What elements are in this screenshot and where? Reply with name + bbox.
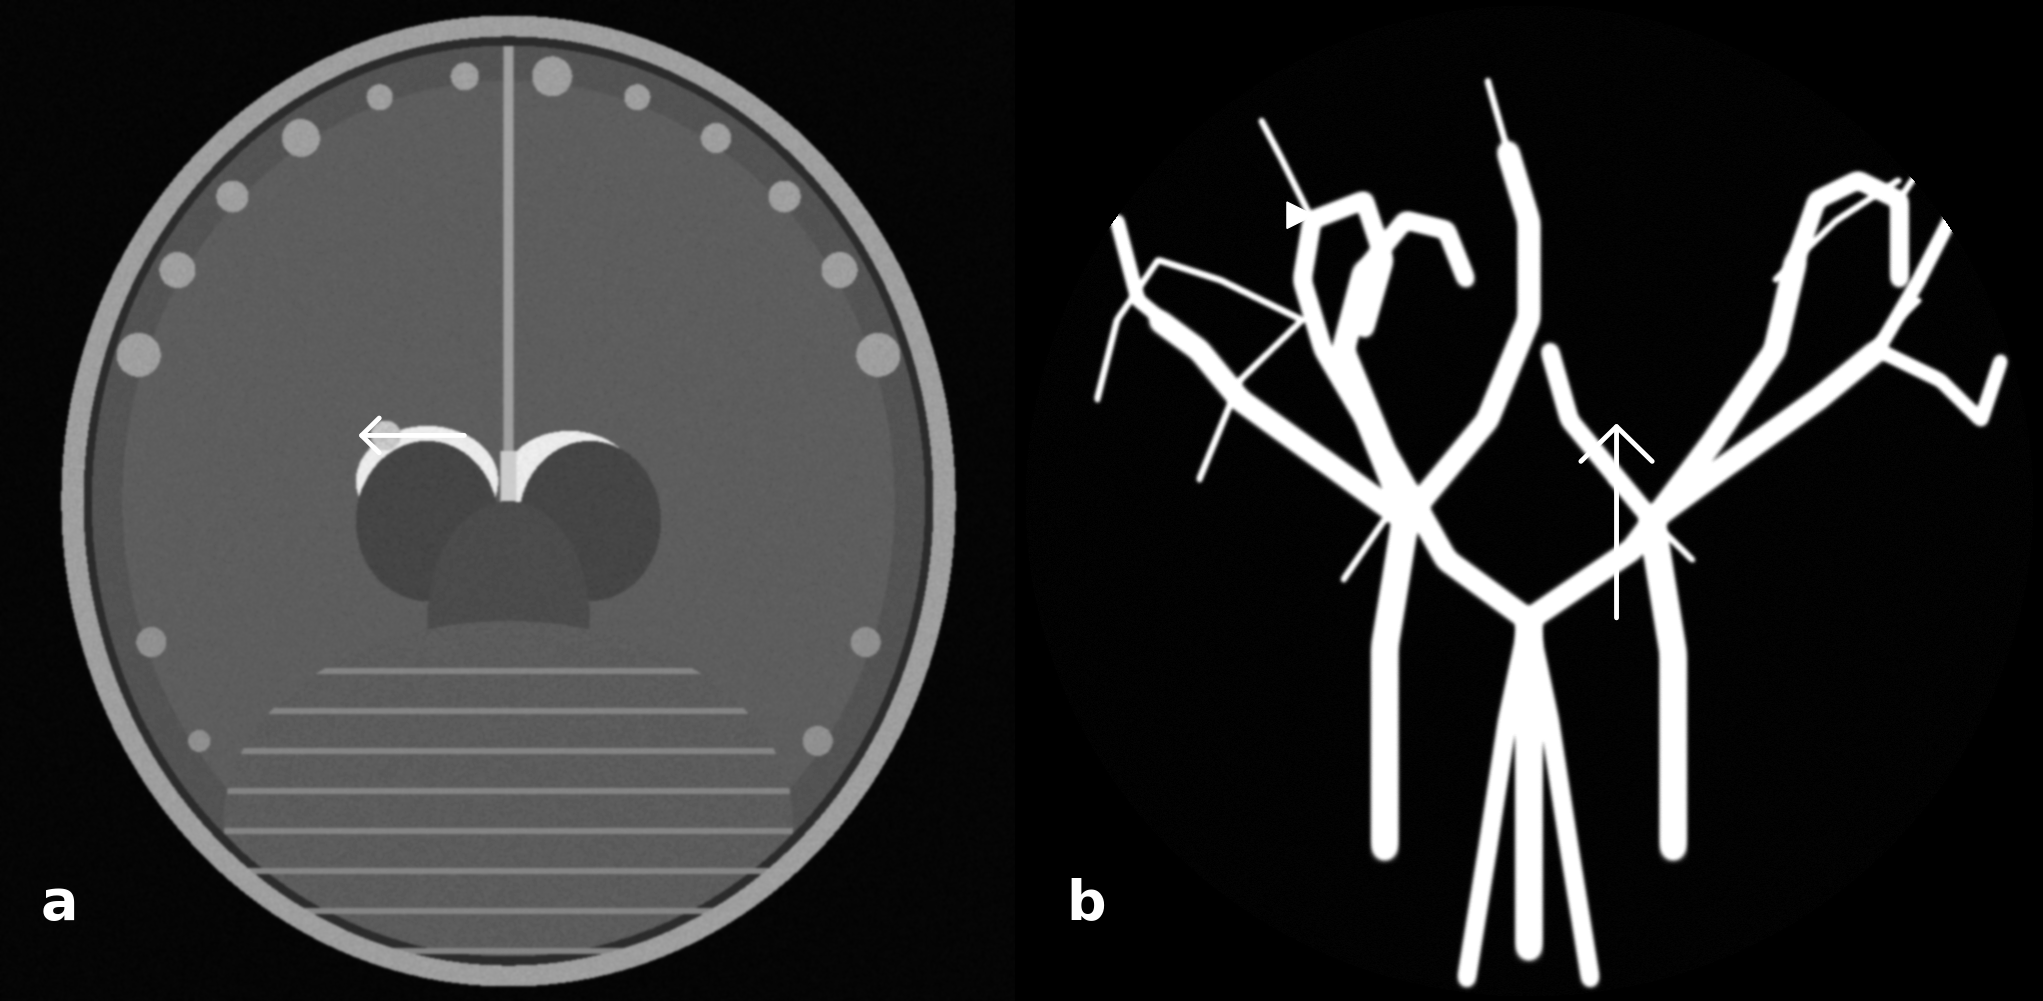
Polygon shape: [1287, 202, 1314, 228]
Text: b: b: [1066, 877, 1107, 931]
Text: a: a: [41, 877, 78, 931]
